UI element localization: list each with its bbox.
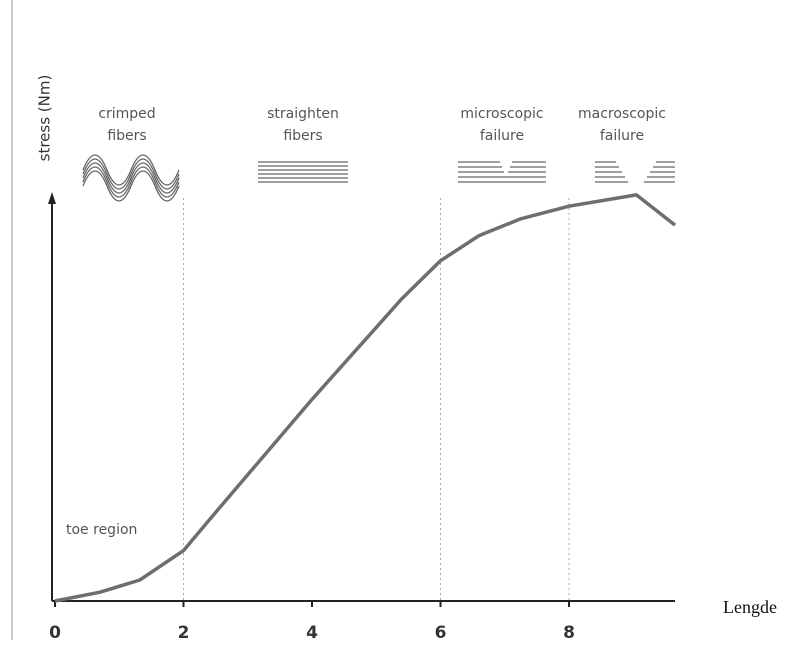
page: stress (Nm) Lengde toe region 0 2 4 6 8 crimp…: [0, 0, 811, 667]
x-tick-label: 8: [563, 623, 575, 643]
y-axis-arrow: [48, 192, 56, 204]
region-label: failure: [480, 128, 524, 144]
curve: [55, 195, 675, 601]
macroscopic-failure-icon: [595, 162, 690, 182]
region-label: failure: [600, 128, 644, 144]
region-label: fibers: [283, 128, 322, 144]
straight-fibers-icon: [258, 162, 348, 182]
x-tick-label: 0: [49, 623, 61, 643]
x-tick-label: 4: [306, 623, 318, 643]
region-label: macroscopic: [578, 106, 666, 122]
crimped-fibers-icon: [83, 155, 179, 201]
y-axis-label: stress (Nm): [36, 75, 54, 162]
x-axis-label: Lengde: [723, 597, 777, 617]
region-label: microscopic: [460, 106, 543, 122]
annotation: toe region: [66, 522, 137, 538]
region-label: fibers: [107, 128, 146, 144]
x-tick-label: 2: [178, 623, 190, 643]
chart: stress (Nm) Lengde toe region 0 2 4 6 8 crimp…: [0, 0, 811, 667]
region-label: crimped: [98, 106, 155, 122]
x-tick-label: 6: [435, 623, 447, 643]
region-label: straighten: [267, 106, 339, 122]
microscopic-failure-icon: [458, 162, 546, 182]
